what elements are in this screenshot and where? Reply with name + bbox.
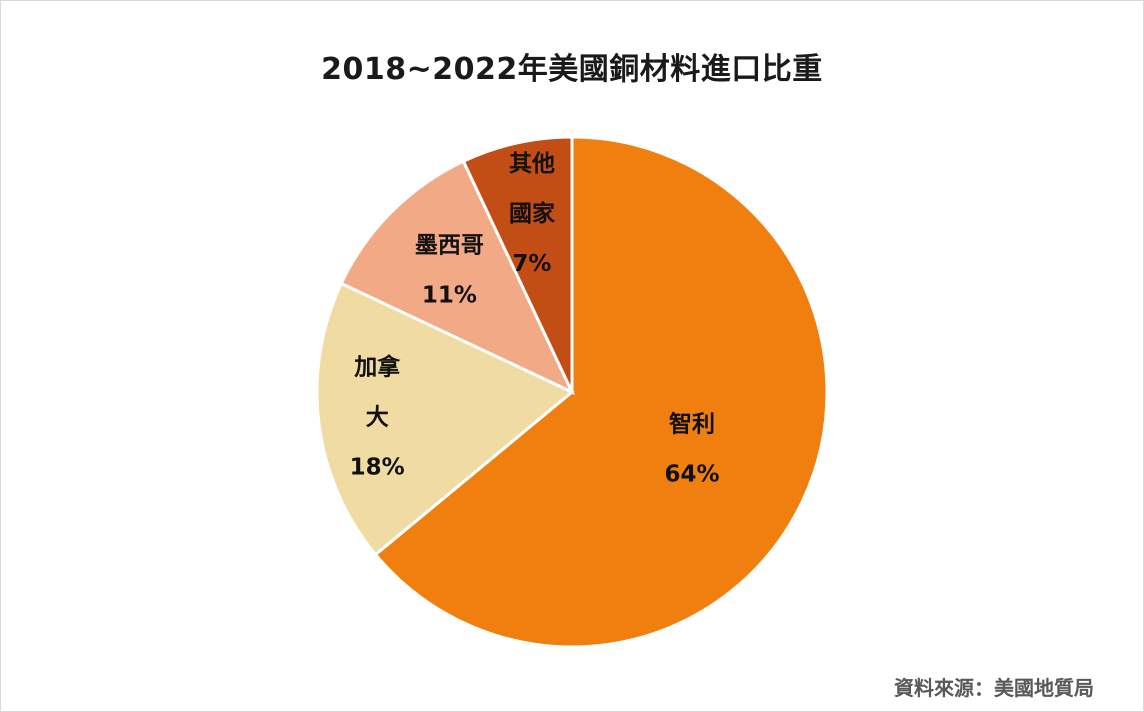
- slice-label-2: 加拿大 18%: [350, 354, 405, 481]
- slice-label-4: 其他國家 7%: [509, 151, 555, 277]
- slice-name-label: 國家: [509, 200, 555, 227]
- slice-name-label: 加拿: [353, 354, 401, 381]
- slice-value-label: 18%: [350, 455, 405, 481]
- source-note: 資料來源：美國地質局: [894, 676, 1094, 700]
- slice-name-label: 其他: [509, 151, 555, 177]
- slice-name-label: 大: [366, 405, 389, 431]
- slice-label-3: 墨西哥 11%: [415, 232, 484, 308]
- slice-name-label: 墨西哥: [415, 232, 484, 258]
- pie-slice-4: [461, 135, 574, 393]
- pie-slice-1: [373, 135, 829, 649]
- pie-slice-2: [315, 281, 575, 557]
- slice-value-label: 7%: [512, 251, 551, 277]
- pie-slice-3: [339, 159, 576, 396]
- slice-value-label: 64%: [664, 461, 719, 487]
- slice-value-label: 11%: [422, 282, 477, 308]
- slice-label-1: 智利 64%: [664, 410, 719, 487]
- slice-name-label: 智利: [669, 410, 715, 437]
- pie-labels: 智利 64% 加拿大 18% 墨西哥 11% 其他國家 7%: [350, 151, 720, 488]
- pie-slices: [315, 135, 829, 649]
- chart-title: 2018~2022年美國銅材料進口比重: [321, 52, 823, 87]
